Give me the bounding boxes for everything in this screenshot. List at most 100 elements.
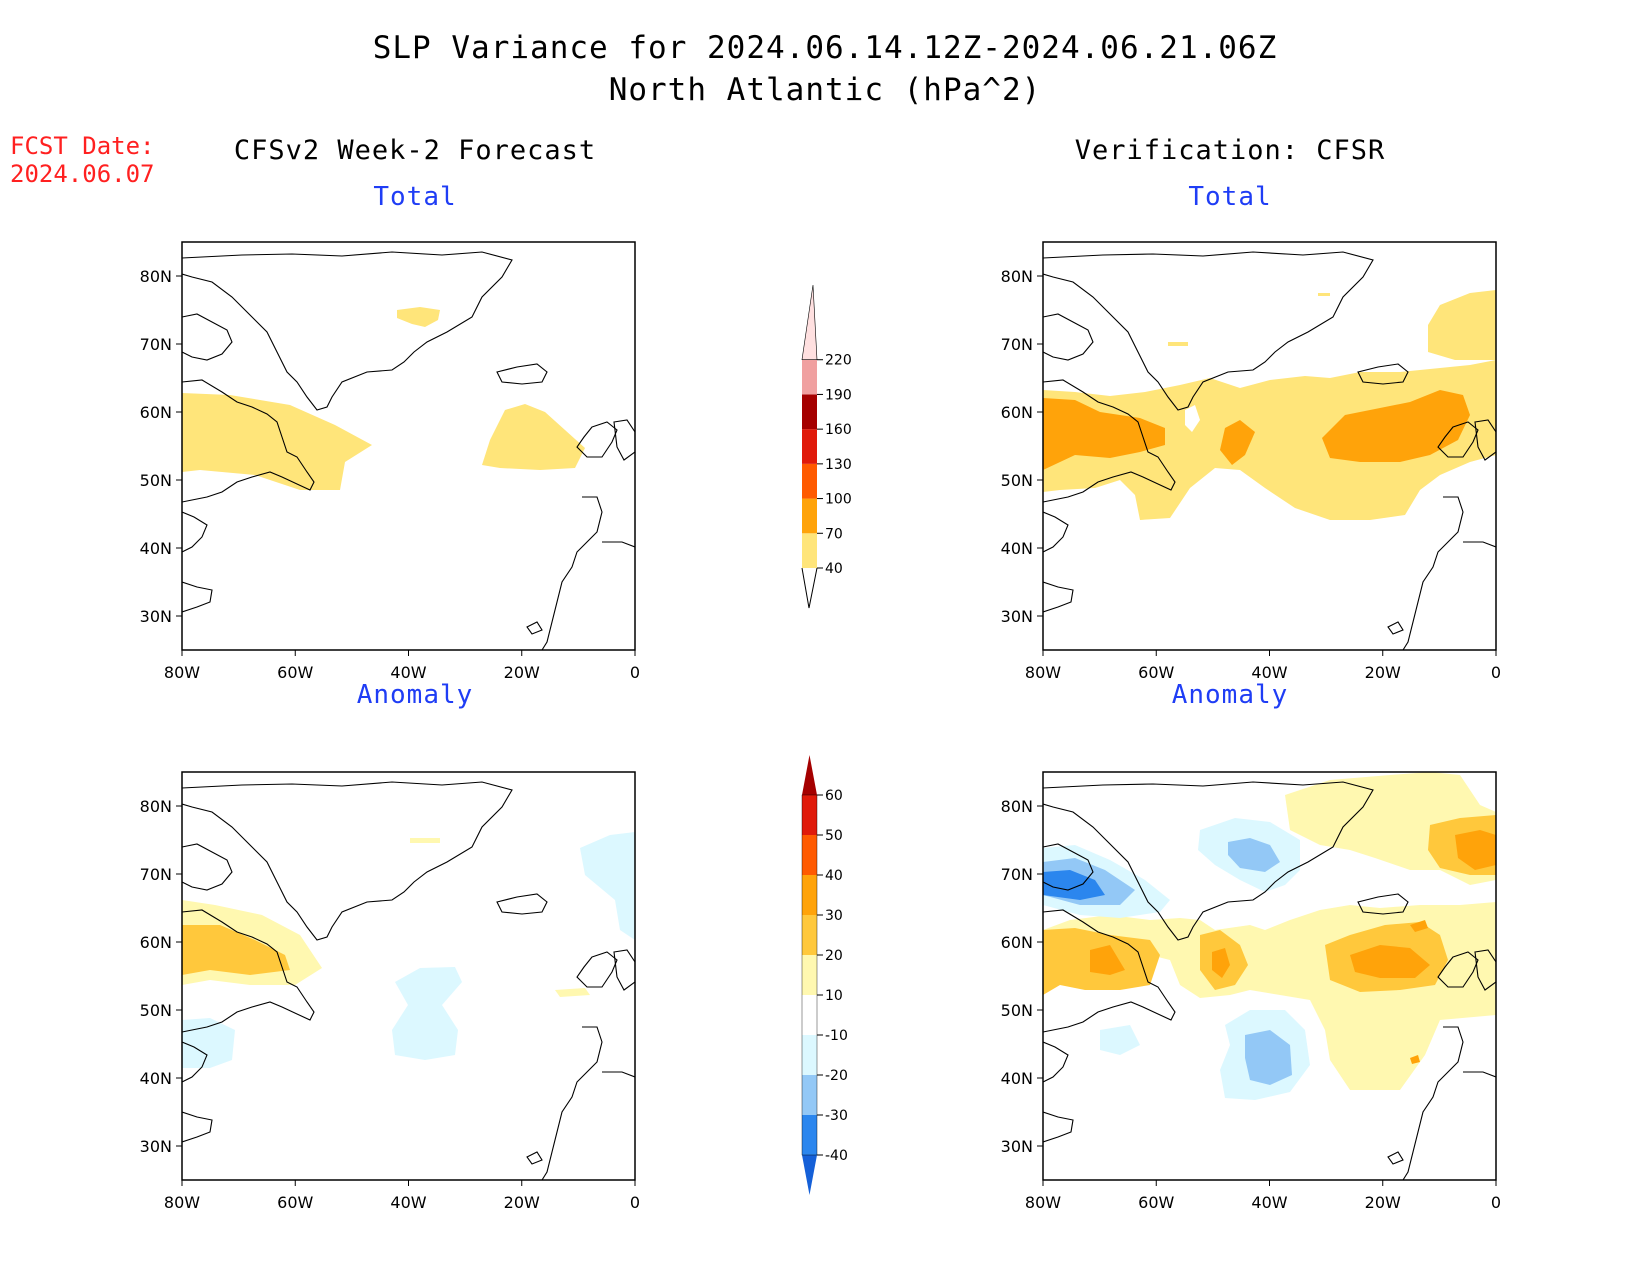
coastline-segment: [1474, 949, 1496, 991]
coastline-segment: [1043, 511, 1069, 553]
lat-tick-label: 30N: [140, 607, 172, 626]
coastline-segment: [526, 1151, 543, 1165]
contours-verification-anomaly: [1043, 772, 1496, 1100]
colorbar-anomaly-box: [802, 835, 817, 875]
coastline-segment: [1043, 313, 1094, 361]
coastline-segment: [182, 1111, 213, 1143]
lon-tick-label: 80W: [164, 663, 200, 682]
colorbar-total-box: [802, 463, 817, 499]
colorbar-total-box: [801, 284, 818, 361]
coastline-segment: [182, 1041, 208, 1083]
title-line-1: SLP Variance for 2024.06.14.12Z-2024.06.…: [372, 30, 1278, 66]
colorbar-anomaly-label: -40: [825, 1148, 848, 1164]
lon-tick-label: 0: [630, 663, 640, 682]
forecast-total-subtitle: Total: [373, 182, 457, 212]
colorbar-anomaly-box: [802, 1035, 817, 1075]
coastline-segment: [613, 419, 635, 461]
colorbar-anomaly-box: [802, 955, 817, 995]
colorbar-anomaly-box: [802, 795, 817, 835]
lat-tick-label: 70N: [140, 335, 172, 354]
axes-forecast-total: 80N 70N 60N 50N 40N 30N 80W 60W 40W 20W 0: [140, 267, 640, 682]
colorbar-anomaly-box: [802, 1075, 817, 1115]
anom-neg10-southwest: [1100, 1025, 1140, 1055]
lon-tick-label: 40W: [390, 1193, 426, 1212]
contour-40-main-band: [1043, 360, 1496, 520]
lat-tick-label: 70N: [1001, 335, 1033, 354]
colorbar-total-label: 130: [825, 457, 852, 473]
lat-tick-label: 40N: [1001, 539, 1033, 558]
map-panel-verification-anomaly: 80N 70N 60N 50N 40N 30N 80W 60W 40W 20W 0: [1001, 771, 1501, 1212]
colorbar-total-label: 40: [825, 561, 843, 577]
anom-30-east: [1350, 945, 1430, 978]
coastline-forecast-anomaly: [182, 781, 635, 1180]
colorbar-anomaly-label: 50: [825, 828, 843, 844]
lat-tick-label: 60N: [140, 403, 172, 422]
colorbar-total-box: [802, 359, 817, 395]
anom-neg10-southwest: [182, 1018, 235, 1068]
coastline-segment: [576, 951, 618, 988]
colorbar-total-label: 220: [825, 353, 852, 369]
colorbar-total-lower-end: [801, 567, 818, 609]
map-panel-forecast-anomaly: 80N 70N 60N 50N 40N 30N 80W 60W 40W 20W 0: [140, 771, 640, 1212]
contours-verification-total: [1043, 290, 1496, 520]
lon-tick-label: 0: [1491, 663, 1501, 682]
lon-tick-label: 20W: [504, 663, 540, 682]
anom-30-small: [1410, 920, 1428, 932]
coastline-segment: [182, 379, 315, 503]
lon-tick-label: 60W: [1138, 663, 1174, 682]
coastline-segment: [526, 621, 543, 635]
contour-70-mid: [1220, 420, 1255, 465]
contour-40-northeast: [1428, 290, 1496, 360]
coastline-segment: [1043, 1111, 1074, 1143]
anom-30-west: [1090, 945, 1125, 975]
lat-tick-label: 60N: [1001, 403, 1033, 422]
anom-20-western: [182, 925, 290, 975]
anom-neg20-central: [1245, 1030, 1292, 1085]
contour-70-eastern: [1322, 390, 1470, 462]
colorbar-anomaly-label: 20: [825, 948, 843, 964]
forecast-column-title: CFSv2 Week-2 Forecast: [233, 135, 597, 166]
lat-tick-label: 60N: [1001, 933, 1033, 952]
lat-tick-label: 80N: [140, 267, 172, 286]
colorbar-anomaly-label: 30: [825, 908, 843, 924]
colorbar-anomaly-box: [802, 875, 817, 915]
coastline-segment: [1043, 1041, 1069, 1083]
colorbar-anomaly-box: [802, 1115, 817, 1155]
coastline-segment: [496, 893, 548, 915]
lat-tick-label: 30N: [140, 1137, 172, 1156]
lon-tick-label: 80W: [164, 1193, 200, 1212]
coastline-segment: [1043, 379, 1176, 503]
colorbar-anomaly-upper-arrow: [802, 755, 817, 795]
colorbar-total-box: [802, 394, 817, 430]
lat-tick-label: 80N: [1001, 267, 1033, 286]
lat-tick-label: 30N: [1001, 1137, 1033, 1156]
colorbar-anomaly-lower-arrow: [802, 1155, 817, 1195]
coastline-segment: [576, 421, 618, 458]
colorbar-anomaly: -40 -30 -20 -10 10 20 30 40 50 60: [801, 755, 848, 1195]
coastline-segment: [1402, 1026, 1464, 1180]
lat-tick-label: 30N: [1001, 607, 1033, 626]
coastline-segment: [1474, 419, 1496, 461]
colorbar-total-label: 100: [825, 492, 852, 508]
lat-tick-label: 70N: [140, 865, 172, 884]
coastline-segment: [602, 1071, 635, 1078]
title-line-2: North Atlantic (hPa^2): [608, 72, 1042, 108]
colorbar-anomaly-label: 60: [825, 788, 843, 804]
coastline-forecast-total: [182, 251, 635, 650]
lat-tick-label: 60N: [140, 933, 172, 952]
coastline-segment: [182, 251, 513, 411]
verification-column-title: Verification: CFSR: [1074, 135, 1386, 166]
coastline-segment: [613, 949, 635, 991]
lat-tick-label: 40N: [140, 539, 172, 558]
map-panel-forecast-total: 80N 70N 60N 50N 40N 30N 80W 60W 40W 20W 0: [140, 241, 640, 682]
contour-40-greenland-top: [397, 307, 440, 327]
lon-tick-label: 80W: [1025, 1193, 1061, 1212]
anom-30-northeast: [1455, 830, 1496, 870]
coastline-segment: [1043, 843, 1094, 891]
lon-tick-label: 40W: [390, 663, 426, 682]
coastline-segment: [541, 496, 603, 650]
coastline-segment: [1357, 893, 1409, 915]
anom-10-ireland: [555, 988, 590, 997]
verification-anomaly-subtitle: Anomaly: [1171, 680, 1289, 710]
